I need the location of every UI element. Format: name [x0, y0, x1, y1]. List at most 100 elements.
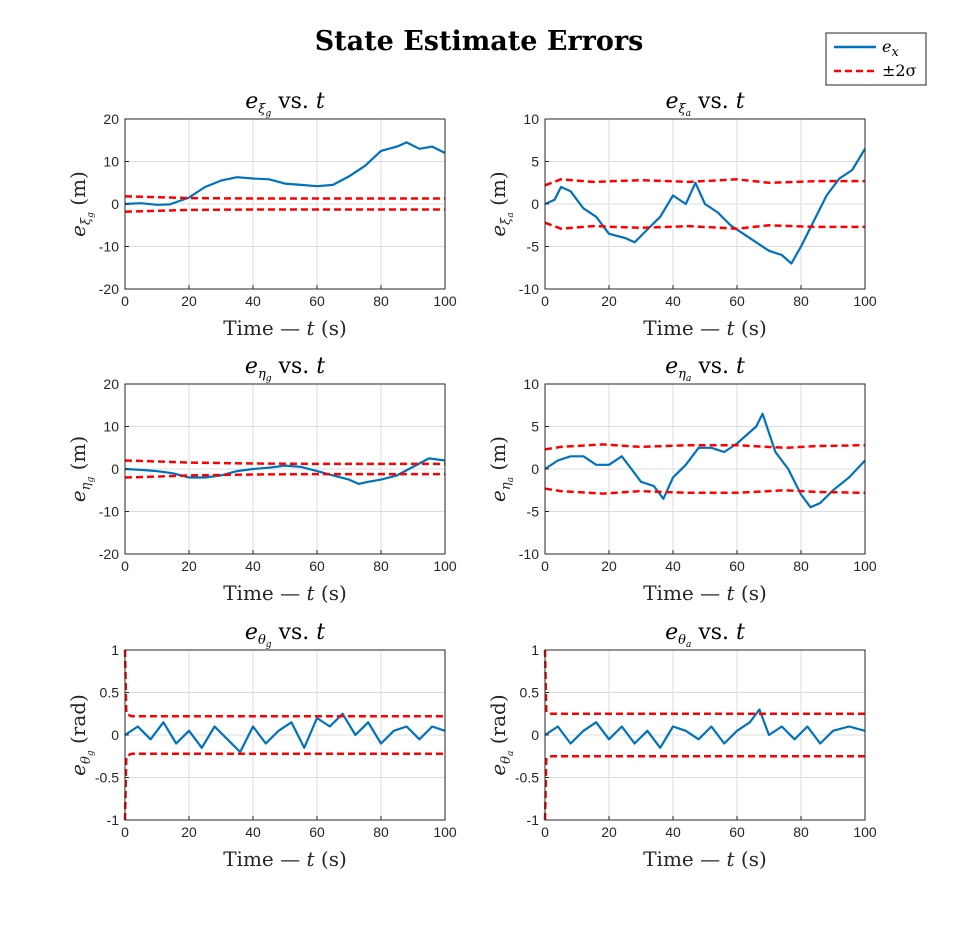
- y-tick-label: 10: [103, 154, 119, 170]
- error-series-line: [124, 141, 446, 206]
- subplot-title: eθg vs. t: [245, 620, 325, 650]
- y-tick-label: 0.5: [520, 685, 540, 701]
- y-tick-label: -10: [519, 281, 539, 297]
- subplot-2: 0 20 40 60 80 100 -10 -5 0 5 10 eξa vs. t Time — t (…: [486, 89, 877, 340]
- subplot-3: 0 20 40 60 80 100 -20 -10 0 10 20 eηg vs. t Time — t…: [66, 354, 457, 605]
- bound-series-line: [544, 443, 866, 451]
- x-tick-label: 60: [729, 824, 745, 840]
- x-tick-label: 60: [729, 293, 745, 309]
- x-tick-label: 0: [541, 293, 549, 309]
- subplot-title: eξa vs. t: [665, 89, 744, 119]
- y-tick-label: -10: [99, 504, 119, 520]
- y-tick-label: -20: [99, 281, 119, 297]
- error-series-line: [544, 412, 866, 509]
- subplot-1: 0 20 40 60 80 100 -20 -10 0 10 20 eξg vs. t Time — t…: [66, 89, 457, 340]
- y-tick-label: -0.5: [95, 770, 119, 786]
- y-tick-label: 0: [111, 727, 119, 743]
- y-axis-label: eηa (m): [486, 436, 516, 502]
- x-tick-label: 0: [121, 558, 129, 574]
- bound-series-line: [544, 487, 866, 495]
- error-series-line: [124, 712, 446, 754]
- y-tick-label: 0: [111, 196, 119, 212]
- bound-series-line: [543, 649, 865, 716]
- x-axis-label: Time — t (s): [223, 581, 347, 605]
- x-axis-label: Time — t (s): [643, 581, 767, 605]
- x-axis-label: Time — t (s): [643, 316, 767, 340]
- error-series-line: [544, 148, 866, 265]
- y-axis-label: eθa (rad): [486, 694, 516, 775]
- x-tick-label: 0: [121, 293, 129, 309]
- x-tick-label: 40: [245, 558, 261, 574]
- y-tick-label: 0: [531, 196, 539, 212]
- x-tick-label: 80: [373, 558, 389, 574]
- subplot-4: 0 20 40 60 80 100 -10 -5 0 5 10 eηa vs. t Time — t (…: [486, 354, 877, 605]
- error-series-line: [544, 708, 866, 749]
- x-tick-label: 80: [373, 824, 389, 840]
- y-axis-label: eξg (m): [66, 171, 96, 237]
- bound-series-line: [544, 221, 865, 230]
- x-tick-label: 100: [853, 824, 877, 840]
- x-tick-label: 20: [601, 824, 617, 840]
- x-tick-label: 40: [665, 558, 681, 574]
- y-tick-label: 0: [531, 461, 539, 477]
- y-tick-label: 20: [103, 111, 119, 127]
- x-tick-label: 80: [793, 293, 809, 309]
- subplot-title: eθa vs. t: [665, 620, 745, 650]
- legend-label-bound: ±2σ: [882, 61, 917, 80]
- x-axis-label: Time — t (s): [643, 847, 767, 871]
- x-tick-label: 100: [433, 558, 457, 574]
- legend: ex ±2σ: [825, 32, 927, 86]
- bound-series-line: [123, 752, 445, 821]
- x-tick-label: 60: [309, 824, 325, 840]
- y-axis-label: eξa (m): [486, 171, 516, 236]
- y-tick-label: 1: [111, 642, 119, 658]
- y-tick-label: 0.5: [100, 685, 120, 701]
- bound-series-line: [123, 649, 445, 718]
- subplot-title: eηa vs. t: [665, 354, 745, 384]
- y-axis-label: eθg (rad): [66, 694, 96, 776]
- x-tick-label: 80: [793, 824, 809, 840]
- y-tick-label: -20: [99, 546, 119, 562]
- x-tick-label: 40: [665, 293, 681, 309]
- x-tick-label: 80: [373, 293, 389, 309]
- x-tick-label: 40: [665, 824, 681, 840]
- x-tick-label: 0: [541, 558, 549, 574]
- y-tick-label: -5: [527, 239, 540, 255]
- x-tick-label: 100: [853, 293, 877, 309]
- y-tick-label: 10: [523, 376, 539, 392]
- y-tick-label: -5: [527, 504, 540, 520]
- x-tick-label: 40: [245, 824, 261, 840]
- y-tick-label: -1: [107, 812, 120, 828]
- x-tick-label: 20: [601, 558, 617, 574]
- x-tick-label: 20: [181, 558, 197, 574]
- x-tick-label: 20: [181, 824, 197, 840]
- bound-series-line: [124, 472, 445, 479]
- figure-title: State Estimate Errors: [315, 26, 644, 57]
- bound-series-line: [124, 459, 445, 466]
- y-tick-label: 10: [103, 419, 119, 435]
- y-tick-label: 1: [531, 642, 539, 658]
- x-tick-label: 0: [121, 824, 129, 840]
- subplot-6: 0 20 40 60 80 100 -1 -0.5 0 0.5 1 eθa vs. t Time — t…: [486, 620, 877, 871]
- bound-series-line: [543, 755, 865, 821]
- x-tick-label: 80: [793, 558, 809, 574]
- y-tick-label: 5: [531, 419, 539, 435]
- x-axis-label: Time — t (s): [223, 316, 347, 340]
- x-tick-label: 20: [181, 293, 197, 309]
- y-tick-label: -0.5: [515, 770, 539, 786]
- subplot-title: eηg vs. t: [245, 354, 325, 384]
- bound-series-line: [544, 178, 865, 187]
- y-tick-label: -10: [519, 546, 539, 562]
- x-tick-label: 40: [245, 293, 261, 309]
- y-tick-label: 20: [103, 376, 119, 392]
- y-axis-label: eηg (m): [66, 436, 96, 502]
- x-tick-label: 60: [729, 558, 745, 574]
- bound-series-line: [124, 208, 445, 213]
- x-tick-label: 0: [541, 824, 549, 840]
- x-tick-label: 100: [433, 824, 457, 840]
- y-tick-label: 0: [531, 727, 539, 743]
- y-tick-label: 10: [523, 111, 539, 127]
- subplot-5: 0 20 40 60 80 100 -1 -0.5 0 0.5 1 eθg vs. t Time — t…: [66, 620, 457, 871]
